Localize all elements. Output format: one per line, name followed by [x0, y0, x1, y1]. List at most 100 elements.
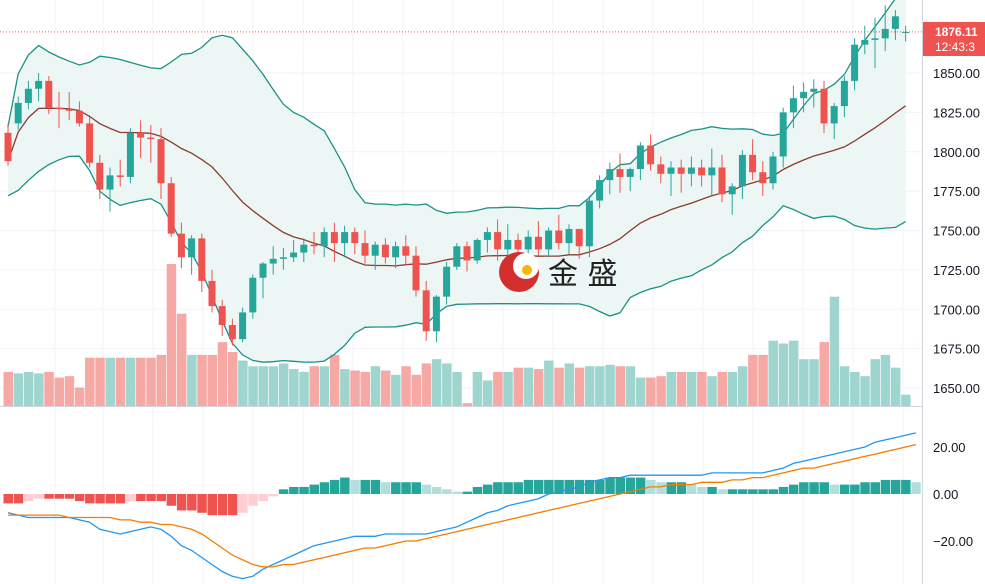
volume-bar [544, 360, 554, 406]
macd-axis-tick: −20.00 [933, 534, 973, 549]
macd-histogram-bar [768, 489, 778, 494]
candle-body [657, 164, 665, 174]
candle-body [687, 167, 695, 174]
volume-bar [656, 376, 666, 406]
candle-body [902, 32, 910, 34]
macd-histogram-bar [809, 482, 819, 494]
candle-body [290, 252, 298, 258]
macd-histogram-bar [156, 494, 166, 502]
volume-bar [125, 357, 136, 406]
candle-body [269, 258, 277, 264]
volume-bar [462, 403, 472, 406]
volume-bar [289, 369, 299, 406]
candle-body [14, 102, 22, 124]
candle-body [738, 154, 746, 187]
volume-bar [146, 357, 156, 406]
macd-histogram-bar [278, 489, 289, 494]
candle-body [606, 169, 614, 181]
volume-bar [258, 366, 268, 406]
macd-histogram-bar [340, 477, 350, 494]
volume-bar [156, 354, 166, 406]
macd-axis-tick: 20.00 [933, 440, 966, 455]
candle-body [381, 244, 389, 258]
candle-body [473, 239, 481, 261]
price-axis-tick: 1650.00 [933, 381, 980, 396]
volume-bar [737, 366, 748, 406]
candle-body [177, 233, 185, 258]
candle-body [698, 167, 706, 176]
price-axis-tick: 1850.00 [933, 66, 980, 81]
volume-bar [625, 366, 636, 406]
volume-bar [176, 313, 187, 406]
macd-histogram-bar [778, 486, 789, 494]
macd-histogram-bar [452, 491, 462, 494]
macd-histogram-bar [860, 482, 870, 494]
volume-bar [340, 369, 350, 406]
candle-body [718, 167, 726, 195]
volume-bar [115, 357, 126, 406]
macd-histogram-bar [360, 479, 370, 494]
volume-bar [442, 363, 452, 406]
macd-axis: 20.00 0.00 −20.00 [933, 440, 973, 549]
macd-histogram-bar [380, 482, 391, 494]
candle-body [106, 175, 114, 190]
macd-line [7, 432, 916, 580]
volume-bar [850, 371, 860, 406]
macd-histogram-bar [850, 484, 860, 494]
macd-histogram-bar [686, 484, 697, 494]
candle-body [259, 263, 267, 278]
macd-histogram-bar [54, 494, 64, 499]
candle-body [524, 236, 532, 250]
signal-line [8, 443, 916, 568]
volume-bar [860, 376, 870, 406]
macd-histogram-bar [350, 479, 360, 494]
candle-body [116, 175, 124, 177]
volume-bar [901, 394, 911, 406]
macd-histogram-bar [880, 479, 891, 494]
macd-histogram-bar [605, 477, 615, 494]
watermark-text: 金 盛 [548, 257, 618, 292]
candle-body [300, 244, 308, 253]
macd-histogram-bar [248, 494, 258, 506]
candle-body [422, 290, 430, 332]
macd-histogram-bar [737, 489, 748, 494]
volume-bar [74, 387, 85, 406]
volume-bar [401, 366, 411, 406]
candle-body [810, 88, 818, 92]
candle-body [35, 80, 43, 89]
candle-body [881, 28, 889, 39]
volume-bar [513, 367, 523, 406]
candle-body [483, 232, 491, 240]
macd-histogram-bar [411, 482, 421, 494]
macd-histogram-bar [839, 484, 850, 494]
macd-histogram-bar [3, 494, 13, 504]
candle-body [851, 44, 859, 81]
macd-histogram-bar [748, 489, 758, 494]
macd-histogram-bar [13, 494, 24, 504]
macd-histogram-bar [625, 477, 636, 494]
macd-histogram-bar [207, 494, 217, 516]
candles [4, 5, 910, 346]
candle-body [402, 246, 410, 256]
macd-histogram-bar [901, 479, 911, 494]
macd-histogram-bar [595, 479, 605, 494]
volume-bar [268, 366, 279, 406]
price-axis-tick: 1775.00 [933, 184, 980, 199]
volume-bar [309, 366, 319, 406]
candle-body [371, 244, 379, 256]
volume-bar [819, 342, 829, 406]
candle-body [341, 232, 349, 244]
macd-histogram-bar [125, 494, 136, 502]
volume-bar [23, 371, 34, 406]
macd-histogram-bar [564, 479, 574, 494]
candle-body [351, 232, 359, 244]
macd-histogram-bar [615, 477, 625, 494]
candle-body [667, 167, 675, 174]
price-axis-tick: 1725.00 [933, 263, 980, 278]
macd-histogram-bar [197, 494, 207, 513]
price-axis-tick: 1700.00 [933, 302, 980, 317]
candle-body [361, 243, 369, 256]
macd-histogram-bar [554, 479, 564, 494]
macd-histogram-bar [370, 479, 381, 494]
